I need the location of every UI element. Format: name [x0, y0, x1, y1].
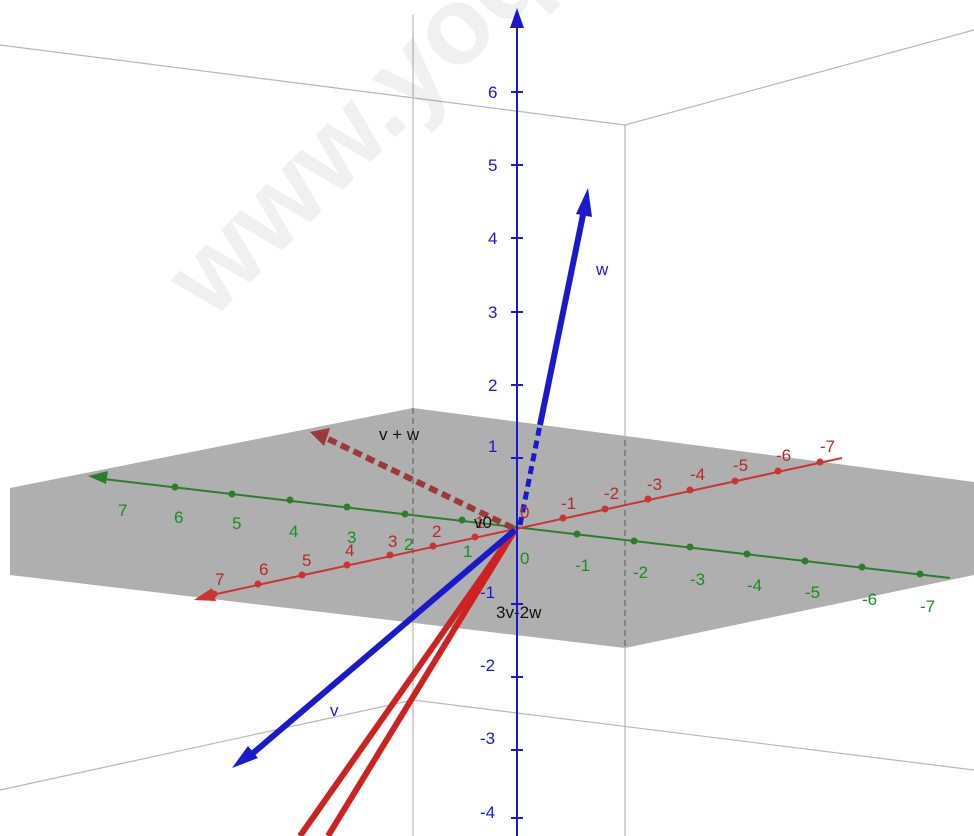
plane-dashes: [412, 408, 626, 648]
y-tick-label: -7: [920, 597, 935, 616]
y-tick-label: -3: [690, 570, 705, 589]
y-tick-label: 5: [232, 514, 241, 533]
vector-v-label: v: [330, 701, 339, 720]
vector-w-label: w: [595, 260, 609, 279]
z-tick-label: -2: [480, 656, 495, 675]
x-tick-label: 5: [302, 551, 311, 570]
y-tick-label: -6: [862, 590, 877, 609]
x-axis-arrow-icon: [194, 588, 216, 601]
vector-3v-minus-2w[interactable]: [297, 528, 518, 836]
y-tick-label: -5: [805, 583, 820, 602]
y-tick-label: -1: [575, 556, 590, 575]
x-tick-label: 6: [259, 560, 268, 579]
w-arrow-icon: [576, 188, 592, 217]
x-tick-label: 1: [475, 513, 484, 532]
y-tick-label: -4: [747, 576, 762, 595]
y-tick-label: -2: [633, 563, 648, 582]
x-tick-label: -6: [776, 446, 791, 465]
z-axis: [510, 8, 524, 836]
z-axis-labels: 6 5 4 3 2 1 -1 -2 -3 -4: [480, 83, 497, 822]
x-tick-label: -1: [561, 494, 576, 513]
z-tick-label: -1: [480, 583, 495, 602]
x-tick-label: 4: [345, 541, 354, 560]
z-tick-label: 1: [488, 437, 497, 456]
y-tick-label: 4: [289, 522, 298, 541]
v-plus-w-arrow-icon: [310, 428, 330, 446]
v-arrow-icon: [232, 746, 258, 768]
z-tick-label: 5: [488, 156, 497, 175]
y-tick-label: 6: [174, 508, 183, 527]
z-tick-label: 2: [488, 376, 497, 395]
xy-plane: [10, 408, 974, 648]
z-tick-label: -3: [480, 729, 495, 748]
z-tick-label: 3: [488, 303, 497, 322]
bounding-box: [0, 15, 974, 836]
vector-v[interactable]: [232, 527, 517, 768]
y-tick-label: 1: [463, 542, 472, 561]
x-axis-labels: 7 6 5 4 3 2 1 0 -1 -2 -3 -4 -5 -6 -7: [215, 437, 835, 589]
z-axis-arrow-icon: [510, 8, 524, 28]
z-tick-label: 6: [488, 83, 497, 102]
vector-labels: w v + w v0 3v-2w v: [330, 260, 609, 720]
x-axis: [194, 457, 843, 601]
y-tick-label: 7: [118, 501, 127, 520]
z-tick-label: -4: [480, 803, 495, 822]
x-tick-label: 7: [215, 570, 224, 589]
x-tick-label: -7: [820, 437, 835, 456]
x-tick-label: 2: [432, 522, 441, 541]
vector-v-plus-w[interactable]: [310, 428, 515, 531]
y-tick-label: 3: [347, 528, 356, 547]
vector-v-plus-w-label: v + w: [379, 425, 420, 444]
x-tick-label: -5: [733, 456, 748, 475]
x-tick-label: 0: [520, 503, 529, 522]
x-tick-label: -4: [690, 465, 705, 484]
y-tick-label: 0: [520, 549, 529, 568]
vector-v0-label: v0: [474, 513, 492, 532]
vector-3v-minus-2w-label: 3v-2w: [496, 603, 542, 622]
z-tick-label: 4: [488, 229, 497, 248]
y-axis-arrow-icon: [88, 471, 108, 484]
x-tick-label: 3: [388, 532, 397, 551]
y-tick-label: 2: [404, 535, 413, 554]
x-tick-label: -3: [647, 475, 662, 494]
x-tick-label: -2: [604, 484, 619, 503]
vector-w[interactable]: [517, 188, 592, 526]
y-axis-labels: 7 6 5 4 3 2 1 0 -1 -2 -3 -4 -5 -6 -7: [118, 501, 935, 616]
